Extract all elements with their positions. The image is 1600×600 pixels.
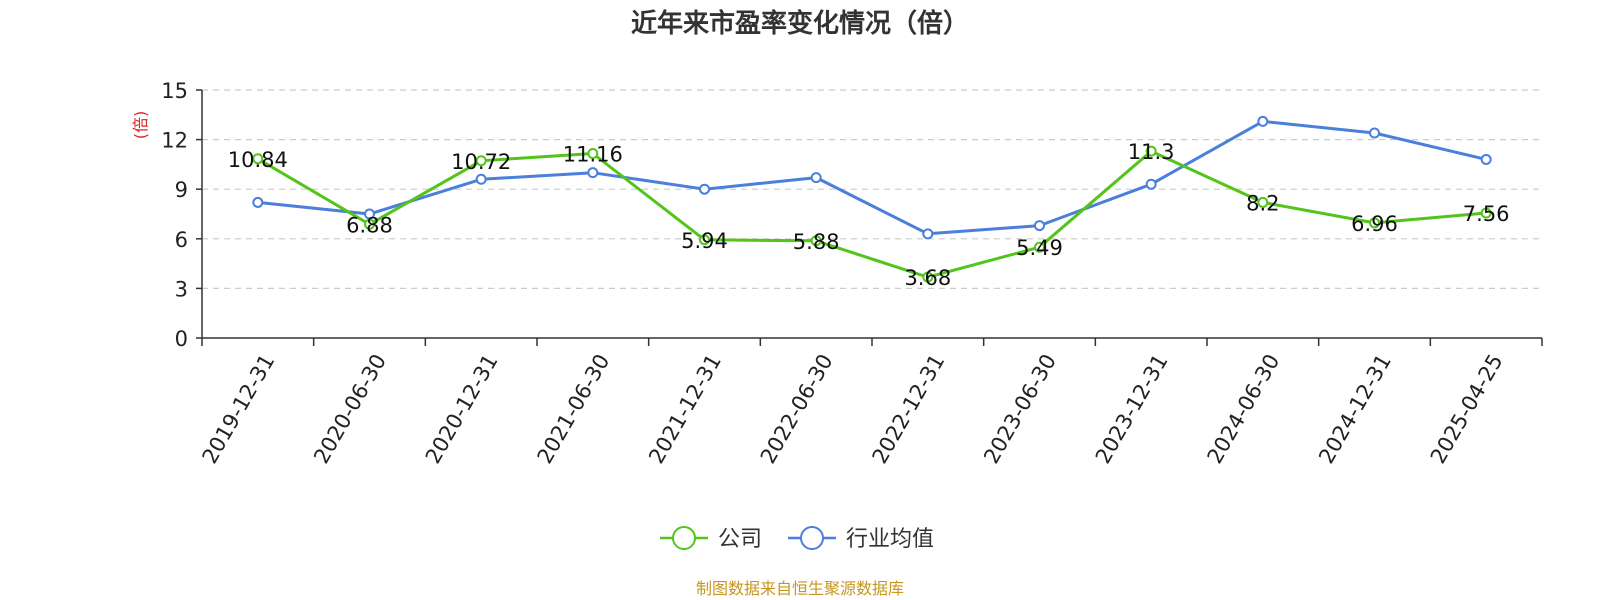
data-point-company[interactable] — [475, 155, 487, 167]
data-point-industry-average[interactable] — [1145, 178, 1157, 190]
y-tick-label: 0 — [175, 327, 188, 351]
data-point-company[interactable] — [1145, 145, 1157, 157]
x-tick-label: 2024-12-31 — [1314, 350, 1396, 468]
data-label-company: 7.56 — [1463, 202, 1510, 226]
data-point-company[interactable] — [364, 218, 375, 230]
data-label-company: 5.49 — [1016, 236, 1063, 260]
legend-industry-swatch-marker — [800, 526, 824, 550]
data-point-industry-average[interactable] — [1034, 220, 1045, 232]
data-label-company: 10.72 — [451, 150, 511, 174]
x-tick-label: 2025-04-25 — [1426, 350, 1508, 468]
legend-industry-label: 行业均值 — [846, 527, 934, 552]
data-label-company: 5.88 — [793, 230, 840, 254]
y-tick-label: 12 — [161, 129, 188, 153]
data-label-company: 6.88 — [346, 213, 393, 237]
x-tick-label: 2019-12-31 — [198, 350, 280, 468]
legend: 公司 行业均值 — [660, 526, 934, 552]
data-point-industry-average[interactable] — [1369, 127, 1380, 139]
legend-item-industry-average[interactable]: 行业均值 — [788, 526, 934, 552]
x-tick-label: 2022-12-31 — [868, 350, 950, 468]
data-point-industry-average[interactable] — [699, 183, 710, 195]
data-point-industry-average[interactable] — [475, 173, 487, 185]
data-point-industry-average[interactable] — [587, 167, 599, 179]
data-point-company[interactable] — [587, 147, 599, 159]
data-label-company: 6.96 — [1351, 212, 1398, 236]
data-point-company[interactable] — [810, 235, 822, 247]
x-tick-label: 2024-06-30 — [1203, 350, 1285, 468]
chart-title: 近年来市盈率变化情况（倍） — [631, 8, 969, 39]
x-tick-label: 2023-12-31 — [1091, 350, 1173, 468]
data-label-company: 8.2 — [1246, 191, 1279, 215]
data-point-company[interactable] — [1257, 196, 1269, 208]
x-tick-label: 2020-12-31 — [421, 350, 503, 468]
y-tick-label: 15 — [161, 79, 188, 103]
data-label-company: 3.68 — [904, 266, 951, 290]
data-source-note: 制图数据来自恒生聚源数据库 — [696, 579, 904, 598]
data-point-industry-average[interactable] — [1257, 115, 1269, 127]
data-label-company: 11.16 — [563, 142, 623, 166]
y-axis-label: (倍) — [131, 111, 150, 140]
series-lines — [252, 115, 1492, 283]
data-point-industry-average[interactable] — [1480, 153, 1492, 165]
y-tick-labels: 0 3 6 9 12 15 — [161, 79, 188, 351]
data-point-company[interactable] — [1034, 241, 1045, 253]
data-labels: 10.84 6.88 10.72 11.16 5.94 5.88 3.68 5.49 11.3 8… — [228, 140, 1510, 290]
x-tick-labels: 2019-12-31 2020-06-30 2020-12-31 2021-06-30… — [198, 350, 1508, 468]
x-tick-label: 2021-12-31 — [644, 350, 726, 468]
x-tick-label: 2022-06-30 — [756, 350, 838, 468]
legend-item-company[interactable]: 公司 — [660, 526, 762, 552]
y-tick-label: 6 — [175, 228, 188, 252]
x-tick-label: 2021-06-30 — [533, 350, 615, 468]
y-tick-label: 9 — [175, 178, 188, 202]
data-point-industry-average[interactable] — [922, 228, 934, 240]
x-tick-label: 2020-06-30 — [309, 350, 391, 468]
data-point-company[interactable] — [252, 153, 264, 165]
legend-company-label: 公司 — [718, 527, 762, 552]
y-tick-label: 3 — [175, 277, 188, 301]
grid-lines — [202, 89, 1542, 289]
data-point-industry-average[interactable] — [810, 172, 822, 184]
data-point-industry-average[interactable] — [364, 208, 375, 220]
series-line-company — [257, 149, 1487, 279]
axes — [196, 89, 1543, 346]
data-label-company: 5.94 — [681, 229, 728, 253]
data-label-company: 11.3 — [1128, 140, 1175, 164]
x-tick-label: 2023-06-30 — [979, 350, 1061, 468]
data-point-company[interactable] — [922, 271, 934, 283]
data-point-industry-average[interactable] — [252, 196, 264, 208]
data-point-company[interactable] — [1480, 207, 1492, 219]
data-point-company[interactable] — [1369, 217, 1380, 229]
series-line-industry-average — [257, 119, 1487, 236]
data-label-company: 10.84 — [228, 148, 288, 172]
legend-company-swatch-marker — [672, 526, 696, 550]
data-point-company[interactable] — [699, 234, 710, 246]
